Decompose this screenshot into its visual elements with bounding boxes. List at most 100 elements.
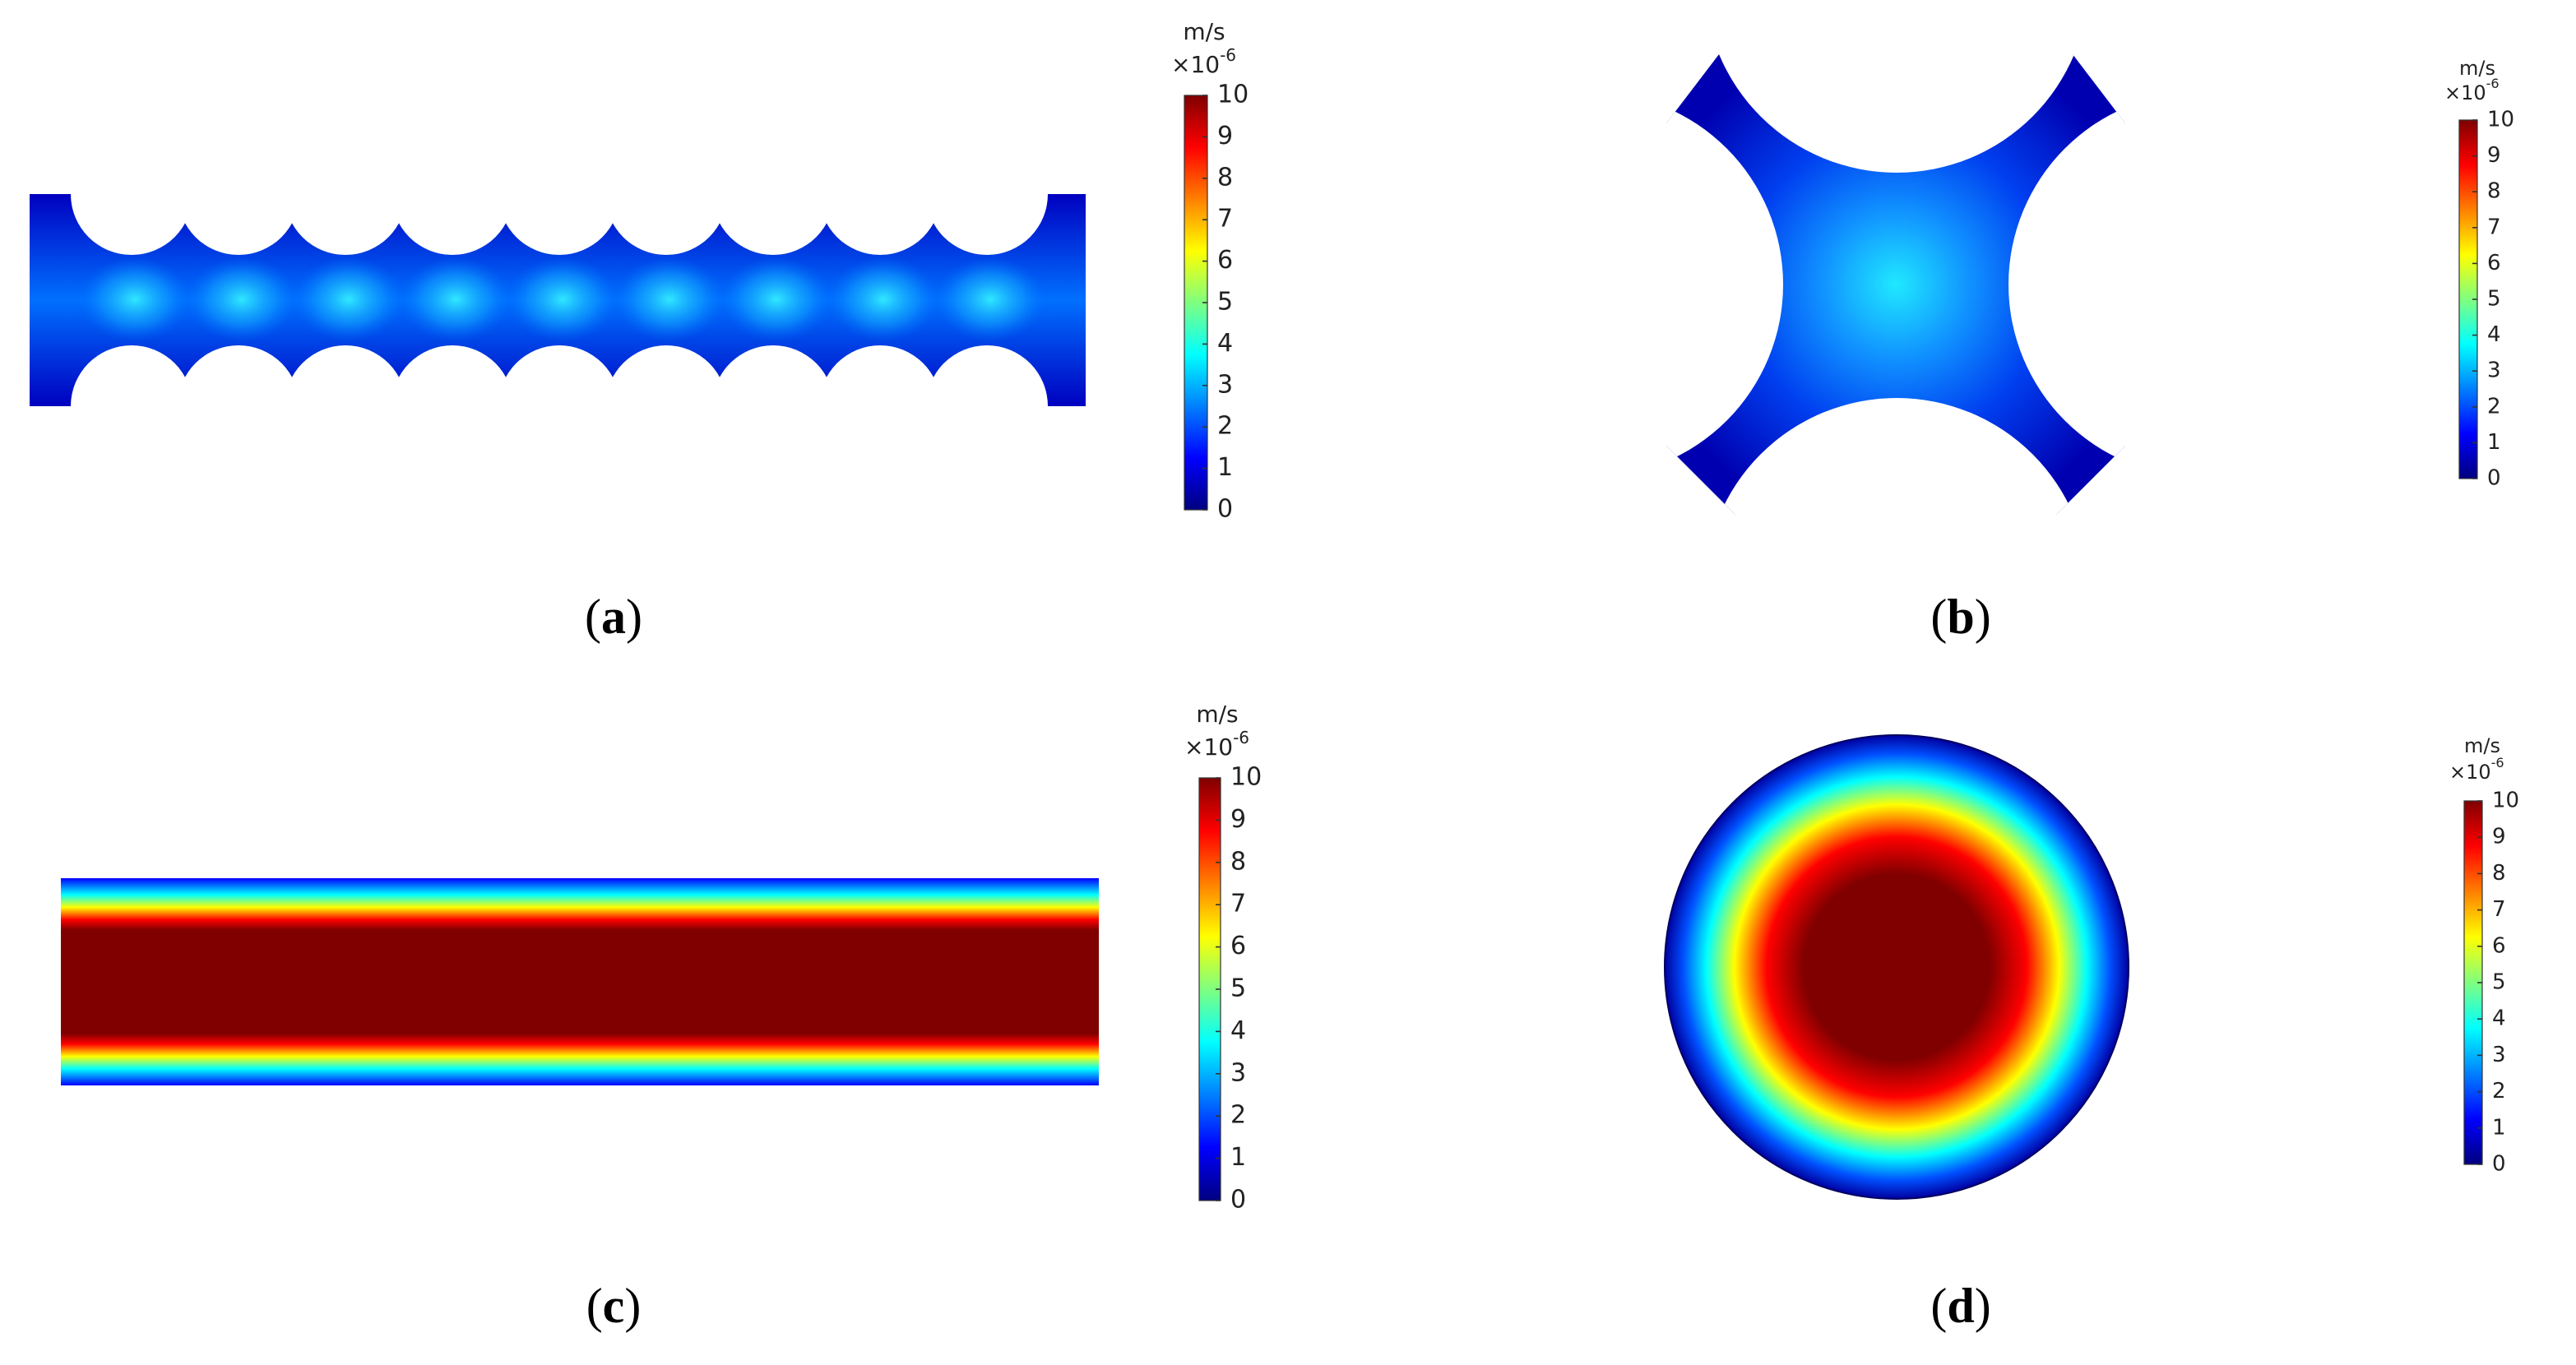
flow-spot [720,257,832,342]
subfigure-caption: (c) [586,1279,642,1333]
flow-spot [614,257,725,342]
channel-c [61,878,1099,1085]
colorbar-tick-label: 1 [1217,453,1233,482]
colorbar-tick-label: 2 [2492,1079,2506,1104]
scallop [285,133,406,255]
colorbar-tick-label: 5 [1217,288,1233,317]
colorbar-tick-label: 7 [2492,897,2506,922]
colorbar-tick-label: 1 [2492,1115,2506,1140]
colorbar-tick-label: 7 [2487,215,2501,239]
colorbar-tick-label: 5 [2487,287,2501,312]
colorbar-tick-label: 3 [1217,370,1233,399]
colorbar-tick-label: 0 [2492,1152,2506,1177]
colorbar-tick-label: 1 [1230,1143,1246,1172]
subfigure-caption: (d) [1930,1279,1990,1333]
colorbar-tick-label: 4 [2487,322,2501,347]
colorbar-tick-label: 10 [1217,81,1249,109]
colorbar-tick-label: 3 [1230,1058,1246,1087]
flow-spot [79,257,191,342]
caption-close: ) [626,590,642,644]
scale-base: ×10 [2444,81,2486,104]
colorbar-tick-label: 6 [1230,932,1246,960]
channel-a [30,133,1086,467]
scale-base: ×10 [1171,51,1220,78]
colorbar-tick-label: 4 [1217,329,1233,358]
colorbar-tick-label: 1 [2487,430,2501,455]
colorbar-tick-label: 9 [1217,122,1233,150]
caption-open: ( [585,590,601,644]
caption-letter: d [1947,1279,1974,1333]
colorbar-unit: m/s [1183,18,1225,45]
colorbar-tick-label: 8 [2492,861,2506,886]
colorbar-tick-label: 6 [2487,251,2501,275]
colorbar-tick-label: 5 [1230,974,1246,1003]
caption-open: ( [1930,1279,1947,1333]
colorbar-tick-label: 10 [1230,763,1262,792]
colorbar-scale-factor: ×10-6 [1184,728,1249,761]
colorbar-tick-label: 0 [1217,495,1233,524]
colorbar-tick-label: 5 [2492,970,2506,995]
flow-spot [827,257,939,342]
caption-close: ) [1975,1279,1991,1333]
scale-base: ×10 [2449,761,2491,784]
caption-letter: b [1947,590,1974,644]
colorbar-tick-label: 3 [2487,359,2501,383]
colorbar-tick-label: 0 [2487,466,2501,491]
flow-spot [400,257,512,342]
scale-exponent: -6 [1233,728,1249,747]
colorbar-tick-label: 0 [1230,1186,1246,1215]
caption-close: ) [1975,590,1991,644]
colorbar-tick-label: 10 [2492,789,2519,813]
colorbar-tick-label: 2 [1217,412,1233,441]
scallop [178,133,299,255]
scallop [391,345,513,467]
caption-open: ( [1930,590,1947,644]
flow-spot [934,257,1046,342]
colorbar-unit: m/s [2459,57,2495,80]
subfigure-caption: (b) [1930,590,1990,644]
flow-spot [507,257,619,342]
scallop [605,345,727,467]
scallop [285,345,406,467]
caption-letter: a [601,590,626,644]
scallop [178,345,299,467]
colorbar-scale-factor: ×10-6 [2449,755,2504,784]
colorbar-tick-label: 9 [2492,825,2506,849]
colorbar-unit: m/s [1196,701,1238,728]
scallop [926,133,1048,255]
scallop [926,345,1048,467]
caption-open: ( [586,1279,603,1333]
colorbar-tick-label: 10 [2487,108,2514,132]
channel-d [1664,734,2129,1200]
scallop [71,345,192,467]
scallop [71,133,192,255]
colorbar-tick-label: 9 [1230,805,1246,834]
scallop [391,133,513,255]
colorbar-scale-factor: ×10-6 [2444,76,2500,105]
colorbar-tick-label: 8 [1230,847,1246,876]
colorbar-tick-label: 6 [1217,246,1233,275]
colorbar-tick-label: 3 [2492,1043,2506,1067]
scallop [498,345,620,467]
colorbar-tick-label: 9 [2487,143,2501,168]
colorbar-tick-label: 8 [1217,163,1233,192]
scallop [819,133,941,255]
colorbar-tick-label: 6 [2492,933,2506,958]
colorbar-tick-label: 7 [1230,890,1246,918]
channel-b [1666,54,2125,515]
colorbar-tick-label: 7 [1217,205,1233,234]
colorbar-tick-label: 8 [2487,179,2501,204]
subfigure-caption: (a) [585,590,642,644]
colorbar-unit: m/s [2464,734,2500,757]
scallop [605,133,727,255]
scale-exponent: -6 [2486,76,2500,91]
scale-base: ×10 [1184,733,1233,761]
scallop [498,133,620,255]
colorbar-tick-label: 4 [1230,1016,1246,1045]
scale-exponent: -6 [2491,755,2504,770]
